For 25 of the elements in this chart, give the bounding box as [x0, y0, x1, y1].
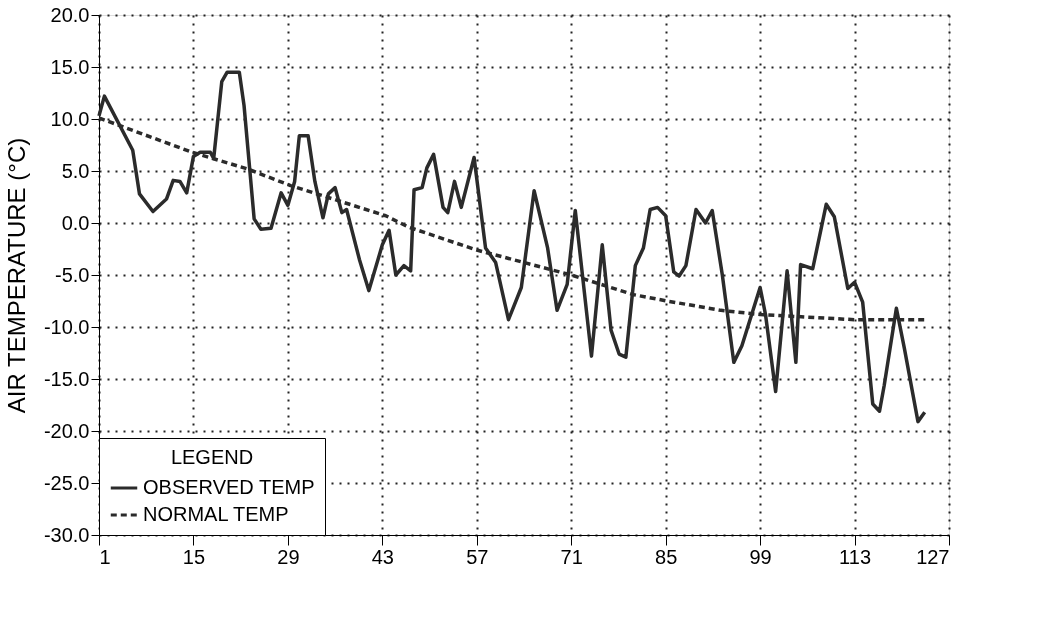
- x-tick-label: 99: [749, 545, 772, 568]
- y-tick-label: -10.0: [43, 315, 90, 338]
- x-tick-label: 15: [182, 545, 206, 568]
- x-tick-label: 71: [560, 545, 583, 568]
- x-tick-label: 85: [655, 545, 678, 568]
- x-tick-label: 29: [277, 545, 300, 568]
- y-tick-label: -5.0: [55, 263, 90, 286]
- y-tick-label: 10.0: [50, 107, 90, 130]
- y-tick-label: 0.0: [61, 211, 90, 234]
- legend-label: NORMAL TEMP: [143, 503, 289, 525]
- legend-label: OBSERVED TEMP: [143, 476, 315, 498]
- x-tick-label: 113: [839, 545, 871, 568]
- legend-title: LEGEND: [170, 446, 254, 468]
- y-tick-label: -30.0: [43, 523, 90, 546]
- x-tick-label: 57: [466, 545, 489, 568]
- y-axis-title: AIR TEMPERATURE (°C): [2, 137, 30, 414]
- y-tick-label: -25.0: [43, 471, 90, 494]
- y-tick-label: 5.0: [61, 159, 90, 182]
- y-tick-label: 20.0: [50, 3, 90, 26]
- y-tick-label: -15.0: [43, 367, 90, 390]
- x-tick-label: 127: [916, 545, 950, 568]
- y-tick-label: -20.0: [43, 419, 90, 442]
- x-tick-label: 43: [371, 545, 394, 568]
- y-tick-label: 15.0: [50, 55, 90, 78]
- x-tick-label: 1: [99, 545, 111, 568]
